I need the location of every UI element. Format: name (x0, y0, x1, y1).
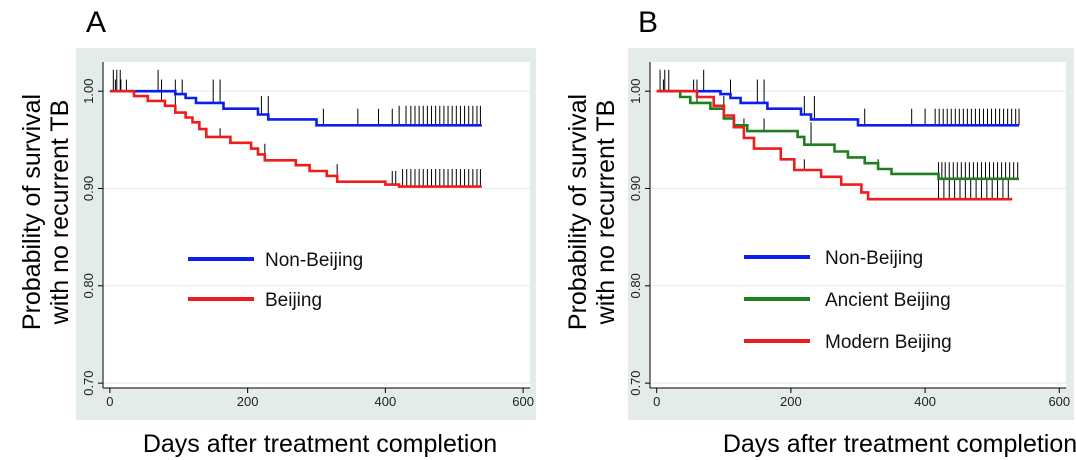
y-axis-title: Probability of survival with no recurren… (564, 94, 620, 330)
legend-item: Beijing (188, 290, 322, 311)
survival-curves (656, 89, 1019, 201)
y-tick-label: 0.80 (81, 273, 96, 298)
y-tick-label: 0.90 (81, 176, 96, 201)
x-axis-title: Days after treatment completion (143, 430, 497, 458)
x-tick-label: 400 (914, 394, 936, 409)
chart-b-svg: B 0 200 400 600 0.70 0.80 0.90 1.00 Non-Beijing… (564, 6, 1076, 458)
censor-ticks (112, 69, 481, 187)
chart-a-svg: A 0 200 400 600 0.70 0.80 0.90 1.00 Non-Beijing… (18, 6, 536, 458)
y-axis-title-line-1: Probability of survival (564, 94, 592, 330)
plot-area (103, 62, 530, 388)
plot-area (650, 62, 1066, 388)
series-line-non-beijing (656, 89, 1019, 127)
y-axis-title-line-2: with no recurrent TB (592, 100, 620, 326)
series-line-beijing (109, 89, 482, 188)
legend-label: Non-Beijing (265, 250, 363, 271)
y-tick-label: 0.70 (628, 370, 643, 395)
y-tick-label: 1.00 (81, 79, 96, 104)
series-line-non-beijing (109, 89, 482, 127)
panel-letter: B (638, 6, 658, 39)
x-tick-label: 600 (512, 394, 534, 409)
axes: 0 200 400 600 0.70 0.80 0.90 1.00 (628, 62, 1070, 409)
x-tick-label: 600 (1048, 394, 1070, 409)
legend: Non-Beijing Ancient Beijing Modern Beiji… (744, 248, 952, 353)
legend-label: Ancient Beijing (825, 290, 951, 311)
y-axis-title-line-2: with no recurrent TB (46, 100, 74, 326)
y-tick-label: 0.80 (628, 273, 643, 298)
survival-curves (109, 89, 482, 188)
series-line-ancient-beijing (656, 89, 1019, 181)
x-tick-label: 0 (653, 394, 660, 409)
axes: 0 200 400 600 0.70 0.80 0.90 1.00 (81, 62, 534, 409)
y-axis-title-line-1: Probability of survival (18, 94, 46, 330)
series-line-modern-beijing (656, 89, 1013, 201)
panel-a: A 0 200 400 600 0.70 0.80 0.90 1.00 Non-Beijing… (18, 6, 536, 458)
x-tick-label: 400 (375, 394, 397, 409)
legend-item: Non-Beijing (744, 248, 923, 269)
y-tick-label: 0.70 (81, 370, 96, 395)
panel-letter: A (86, 6, 106, 39)
x-tick-label: 0 (106, 394, 113, 409)
legend-label: Beijing (265, 290, 322, 311)
y-tick-label: 0.90 (628, 176, 643, 201)
legend-item: Non-Beijing (188, 250, 363, 271)
legend-label: Non-Beijing (825, 248, 923, 269)
x-tick-label: 200 (237, 394, 259, 409)
y-axis-title: Probability of survival with no recurren… (18, 94, 74, 330)
x-axis-title: Days after treatment completion (723, 430, 1076, 458)
legend-item: Ancient Beijing (744, 290, 951, 311)
legend-label: Modern Beijing (825, 332, 952, 353)
legend-item: Modern Beijing (744, 332, 952, 353)
y-tick-label: 1.00 (628, 79, 643, 104)
panel-b: B 0 200 400 600 0.70 0.80 0.90 1.00 Non-Beijing… (538, 0, 1076, 460)
legend: Non-Beijing Beijing (188, 250, 363, 311)
x-tick-label: 200 (780, 394, 802, 409)
